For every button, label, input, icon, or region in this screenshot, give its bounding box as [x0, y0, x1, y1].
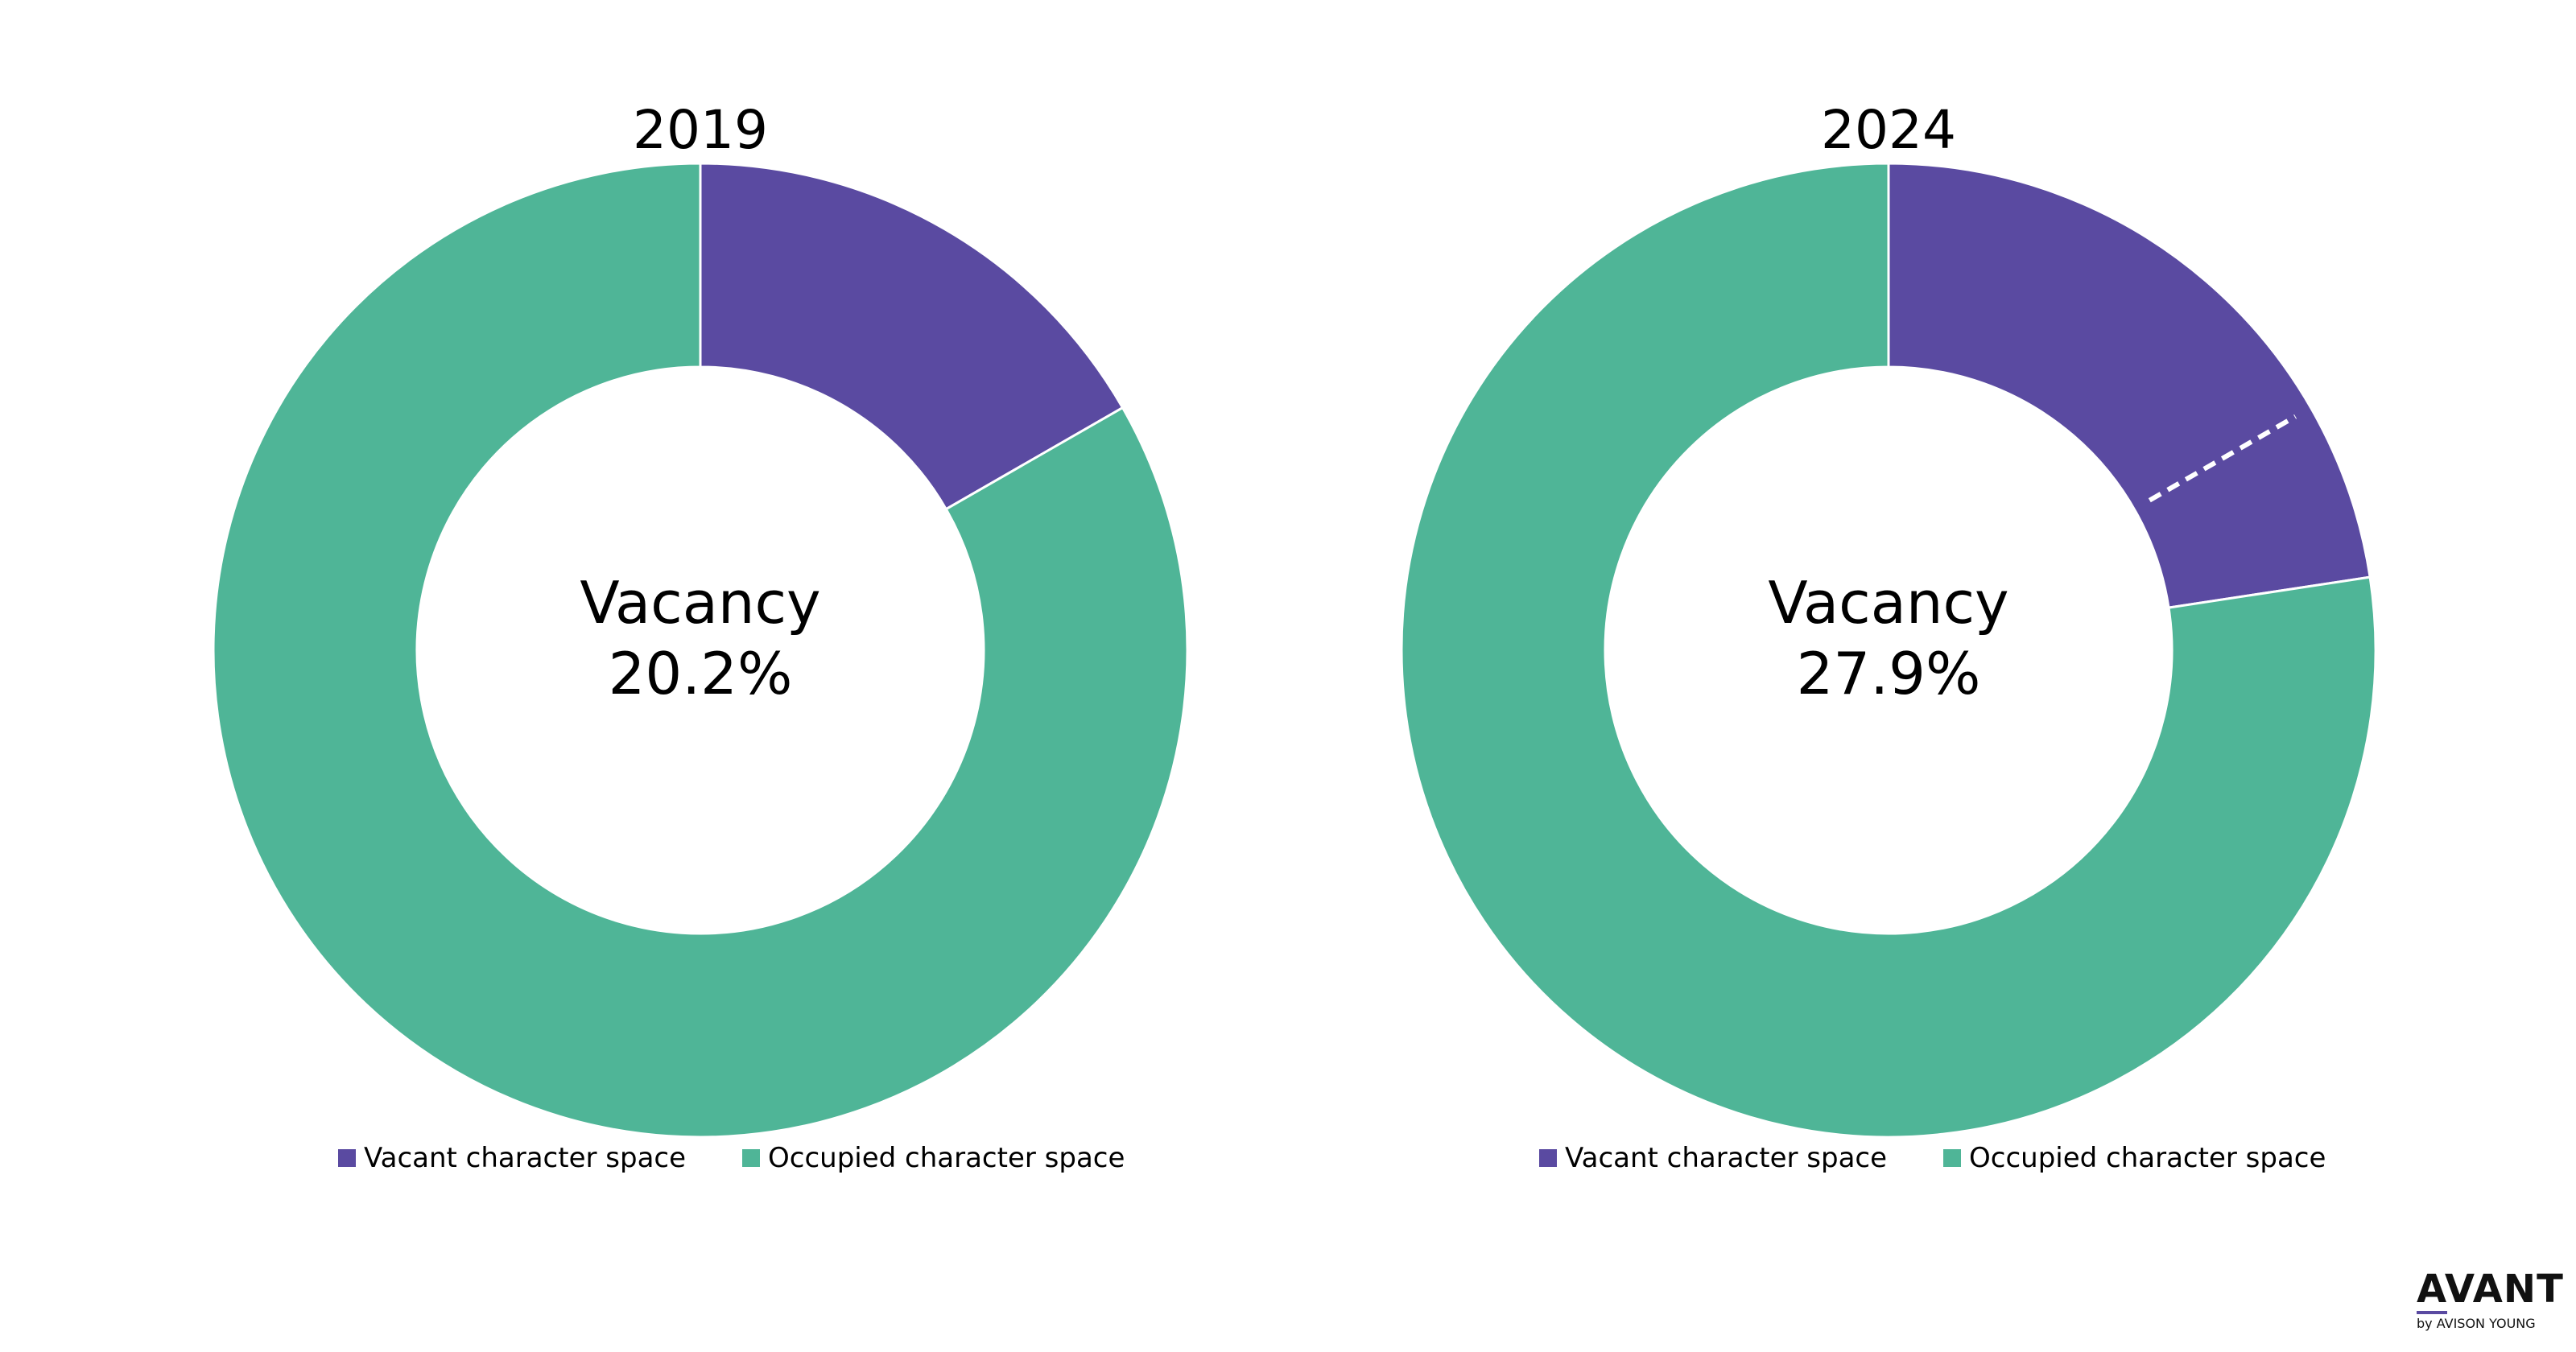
legend-label-vacant: Vacant character space	[1565, 1142, 1887, 1174]
legend-label-occupied: Occupied character space	[768, 1142, 1125, 1174]
legend-label-occupied: Occupied character space	[1969, 1142, 2326, 1174]
chart-title: 2019	[633, 99, 768, 161]
center-value: 20.2%	[609, 640, 793, 707]
slice-occupied	[212, 162, 1189, 1139]
slice-occupied	[1400, 162, 2377, 1139]
legend-swatch-occupied	[742, 1149, 760, 1167]
legend: Vacant character space Occupied character…	[338, 1142, 1125, 1174]
logo-wordmark: AVANT	[2417, 1267, 2564, 1312]
center-label: Vacancy	[1768, 569, 2008, 637]
center-value: 27.9%	[1797, 640, 1981, 707]
legend-swatch-occupied	[1943, 1149, 1961, 1167]
logo-tagline: by AVISON YOUNG	[2417, 1316, 2536, 1331]
legend-label-vacant: Vacant character space	[364, 1142, 686, 1174]
chart-title: 2024	[1821, 99, 1956, 161]
slice-vacant	[699, 162, 1125, 511]
legend-swatch-vacant	[1539, 1149, 1557, 1167]
logo-underline	[2417, 1311, 2447, 1314]
brand-logo: AVANT by AVISON YOUNG	[2417, 1267, 2564, 1331]
legend-swatch-vacant	[338, 1149, 356, 1167]
vacant-subdivision-line	[2148, 414, 2297, 503]
slice-vacant	[1887, 162, 2372, 609]
center-label: Vacancy	[580, 569, 820, 637]
legend: Vacant character space Occupied character…	[1539, 1142, 2326, 1174]
